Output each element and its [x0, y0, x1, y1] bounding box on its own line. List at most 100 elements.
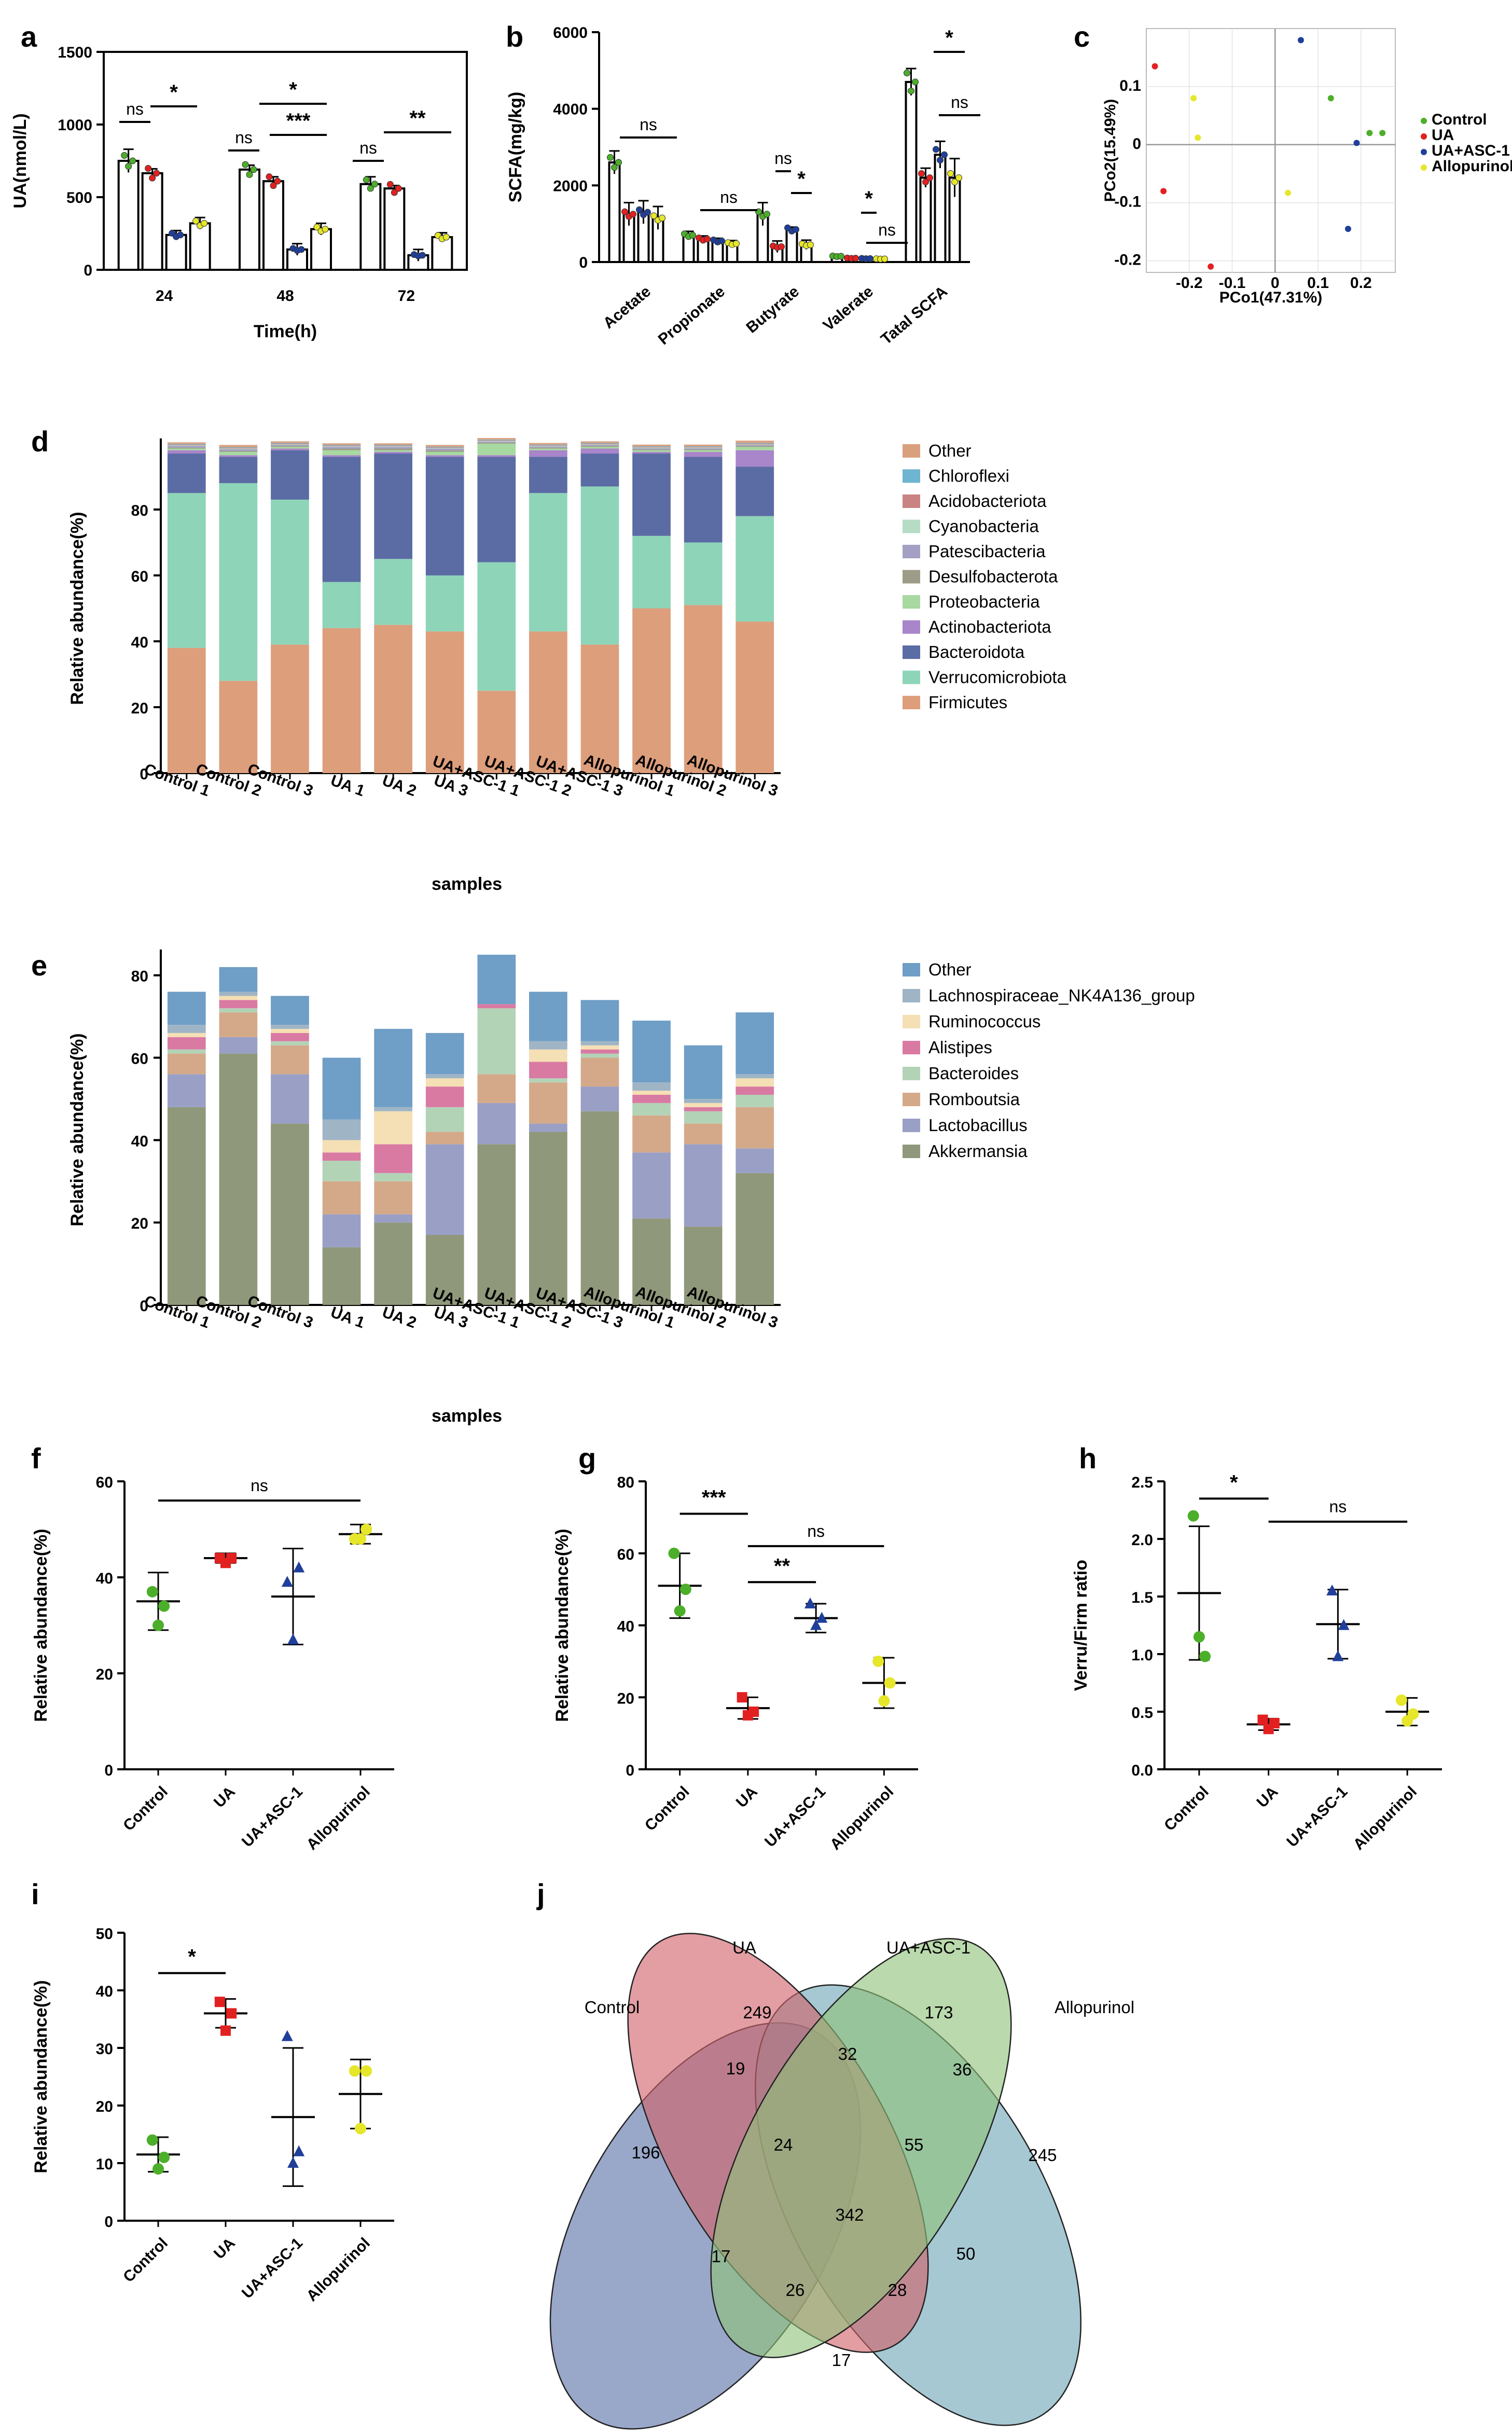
stack-d-Actinobacteriota-UA 2: [374, 451, 412, 454]
venn-label-control: Control: [585, 1998, 640, 2017]
point-a-UA+ASC-1: [419, 252, 426, 259]
significance-label-b: ns: [878, 221, 896, 239]
point-b-Allopurinol: [807, 241, 814, 249]
dot-f-UA+ASC-1: [281, 1576, 293, 1587]
venn-count-c_ua_allo: 28: [888, 2280, 907, 2300]
stack-d-Firmicutes-Control 3: [271, 644, 309, 773]
stack-e-Other-UA+ASC-1 3: [580, 1000, 619, 1041]
y-tick-label-a: 0: [84, 262, 92, 279]
x-tick-label-a: 48: [276, 287, 294, 305]
dot-i-UA+ASC-1: [293, 2145, 305, 2156]
stack-d-Proteobacteria-Control 3: [271, 447, 309, 449]
stack-e-Akkermansia-Allopurinol 1: [632, 1218, 671, 1305]
x-tick-label-f: Allopurinol: [303, 1783, 373, 1853]
venn-count-ua_allo: 50: [956, 2244, 976, 2263]
point-b-Allopurinol: [955, 174, 962, 182]
stack-d-Bacteroidota-Allopurinol 3: [736, 466, 774, 516]
stack-e-Other-UA 3: [425, 1033, 464, 1075]
stack-d-Proteobacteria-Allopurinol 2: [684, 450, 723, 452]
stack-e-Alistipes-UA 3: [425, 1086, 464, 1107]
x-tick-label-h: UA+ASC-1: [1283, 1783, 1351, 1851]
legend-marker-c: [1421, 149, 1427, 155]
point-a-UA: [145, 164, 152, 172]
plot-frame-c: [1146, 28, 1396, 273]
x-tick-label-g: Control: [642, 1783, 693, 1835]
y-tick-label-i: 0: [104, 2213, 113, 2231]
x-tick-label-i: Control: [120, 2235, 171, 2286]
stack-d-Patescibacteria-UA 3: [425, 448, 464, 450]
stack-e-Akkermansia-Control 3: [271, 1123, 309, 1305]
legend-swatch-e: [903, 1041, 920, 1054]
stack-d-Acidobacteriota-UA+ASC-1 2: [529, 445, 567, 446]
point-b-UA: [630, 211, 636, 218]
dot-g-UA+ASC-1: [804, 1597, 816, 1608]
bar-a-UA-72: [383, 187, 406, 271]
pcoa-point-Control: [1366, 130, 1373, 136]
stack-d-Firmicutes-Allopurinol 3: [736, 621, 774, 773]
y-tick-label-h: 2.0: [1131, 1532, 1153, 1549]
stack-e-Alistipes-Allopurinol 1: [632, 1095, 671, 1103]
dot-g-UA: [748, 1707, 759, 1717]
point-b-Control: [908, 87, 914, 94]
pcoa-point-UA+ASC-1: [1297, 37, 1304, 44]
legend-label-d: Proteobacteria: [928, 592, 1040, 611]
point-b-Allopurinol: [650, 212, 657, 219]
stack-e-Lachnospiraceae_NK4A136_group-Control 1: [167, 1025, 206, 1033]
stack-d-Verrucomicrobiota-UA 3: [425, 575, 464, 631]
stack-d-Proteobacteria-Allopurinol 1: [632, 450, 671, 452]
y-tick-label-i: 30: [96, 2041, 113, 2058]
point-b-Allopurinol: [947, 170, 954, 177]
plot-frame-a: [103, 51, 468, 271]
significance-label-h: ns: [1329, 1497, 1347, 1516]
point-a-Control: [250, 166, 257, 173]
stack-e-Alistipes-UA+ASC-1 1: [477, 1004, 516, 1009]
stack-e-Alistipes-Allopurinol 2: [684, 1107, 723, 1111]
x-tick-label-b: Acetate: [600, 283, 654, 332]
point-b-Control: [607, 154, 614, 161]
pcoa-point-Control: [1327, 95, 1334, 102]
bar-a-UA-24: [141, 172, 163, 271]
y-tick-label-f: 0: [104, 1762, 113, 1779]
point-b-Control: [611, 164, 618, 171]
stack-d-Cyanobacteria-UA 1: [322, 446, 361, 447]
stack-d-Other-Allopurinol 3: [736, 441, 774, 443]
venn-count-asc_allo: 36: [953, 2060, 972, 2079]
dot-g-Allopurinol: [872, 1655, 884, 1667]
y-tick-label-d: 0: [140, 766, 148, 783]
legend-swatch-d: [903, 670, 920, 684]
x-tick-label-i: UA: [211, 2235, 239, 2263]
stack-d-Other-Allopurinol 1: [632, 444, 671, 447]
stack-d-Other-UA+ASC-1 1: [477, 438, 516, 440]
stack-d-Cyanobacteria-Control 3: [271, 444, 309, 445]
significance-label-a: ns: [235, 128, 253, 147]
legend-swatch-d: [903, 595, 920, 609]
stack-d-Actinobacteriota-Allopurinol 2: [684, 451, 723, 457]
stack-d-Firmicutes-Allopurinol 2: [684, 605, 723, 773]
stack-d-Verrucomicrobiota-UA+ASC-1 1: [477, 562, 516, 691]
stack-e-Other-Allopurinol 1: [632, 1021, 671, 1083]
y-axis-label-i: Relative abundance(%): [31, 1980, 51, 2173]
point-a-Allopurinol: [313, 224, 321, 231]
dot-i-UA: [220, 2025, 231, 2036]
y-tick-label-b: 0: [579, 254, 588, 271]
stack-e-Other-UA 2: [374, 1028, 412, 1107]
stack-e-Lactobacillus-UA 3: [425, 1144, 464, 1235]
stack-e-Bacteroides-UA+ASC-1 2: [529, 1078, 567, 1083]
point-a-Control: [129, 157, 136, 164]
stack-d-Other-UA+ASC-1 3: [580, 441, 619, 443]
dot-g-Control: [674, 1605, 686, 1617]
stack-d-Other-UA+ASC-1 2: [529, 443, 567, 445]
y-tick-label-i: 40: [96, 1983, 113, 2000]
stack-e-Lachnospiraceae_NK4A136_group-UA 3: [425, 1074, 464, 1079]
legend-label-d: Bacteroidota: [928, 642, 1025, 662]
y-tick-label-f: 20: [96, 1666, 113, 1683]
stack-d-Desulfobacterota-Control 3: [271, 446, 309, 447]
legend-label-e: Bacteroides: [928, 1064, 1019, 1083]
point-a-UA+ASC-1: [298, 246, 305, 253]
stack-e-Lactobacillus-UA 2: [374, 1214, 412, 1223]
stack-e-Romboutsia-Control 2: [219, 1012, 258, 1037]
dot-h-UA+ASC-1: [1332, 1650, 1344, 1661]
y-axis-label-a: UA(nmol/L): [10, 113, 30, 208]
stack-d-Firmicutes-UA+ASC-1 3: [580, 644, 619, 773]
stack-e-Bacteroides-Control 2: [219, 1008, 258, 1013]
